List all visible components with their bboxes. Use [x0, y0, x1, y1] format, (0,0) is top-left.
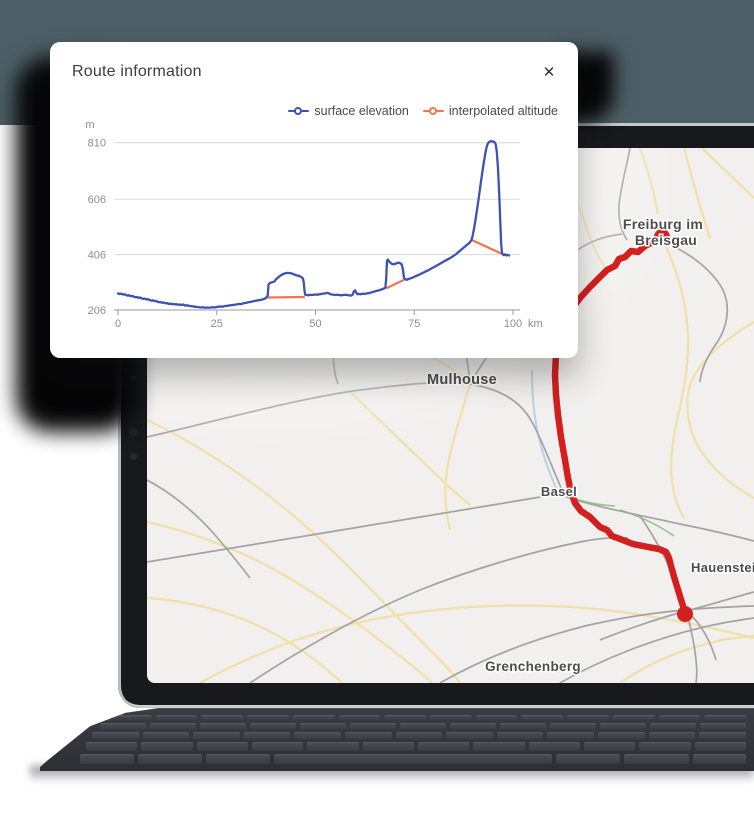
key	[141, 741, 193, 751]
close-icon[interactable]: ✕	[542, 64, 556, 81]
camera-sensor-icon	[130, 453, 137, 460]
svg-text:406: 406	[88, 250, 106, 262]
legend-label: surface elevation	[314, 104, 409, 118]
key	[547, 731, 595, 739]
keyboard-edge-highlight	[40, 707, 754, 709]
key	[100, 722, 146, 729]
key	[251, 741, 304, 751]
key	[692, 753, 747, 764]
key	[362, 741, 414, 751]
key	[450, 722, 496, 729]
key	[193, 731, 240, 739]
key	[521, 714, 564, 720]
map-label-hauenstein: Hauenstein	[691, 560, 754, 575]
key	[350, 722, 396, 729]
key	[500, 722, 546, 729]
key	[110, 714, 152, 720]
key	[338, 714, 381, 720]
key	[80, 753, 134, 764]
key	[648, 731, 696, 739]
legend-label: interpolated altitude	[448, 104, 558, 118]
legend-marker-blue	[288, 106, 310, 116]
svg-text:50: 50	[309, 318, 321, 330]
chart-legend: surface elevation interpolated altitude	[288, 104, 558, 118]
map-label-basel: Basel	[541, 484, 577, 499]
key	[155, 714, 198, 720]
key	[694, 741, 746, 751]
key	[600, 722, 646, 729]
key	[196, 741, 248, 751]
key	[200, 722, 246, 729]
legend-item-interpolated-altitude[interactable]: interpolated altitude	[422, 104, 558, 118]
key	[400, 722, 446, 729]
key	[292, 714, 335, 720]
key	[446, 731, 493, 739]
keyboard-keys	[68, 713, 748, 765]
key	[307, 741, 359, 751]
key	[247, 714, 289, 720]
key	[86, 741, 138, 751]
key	[417, 741, 470, 751]
map-label-mulhouse: Mulhouse	[427, 372, 497, 388]
key	[142, 731, 190, 739]
key	[700, 722, 746, 729]
svg-text:206: 206	[88, 305, 106, 317]
key	[639, 741, 691, 751]
key	[704, 714, 747, 720]
key	[345, 731, 392, 739]
key	[395, 731, 443, 739]
svg-text:25: 25	[211, 318, 223, 330]
key	[556, 753, 621, 764]
elevation-chart: 206 406 606 810 0 25 50 75 100 m km	[85, 119, 543, 330]
map-label-breisgau: Breisgau	[635, 232, 697, 248]
route-endpoint-marker	[677, 606, 693, 622]
key	[300, 722, 346, 729]
key	[294, 731, 342, 739]
key	[612, 714, 655, 720]
svg-text:810: 810	[88, 138, 106, 150]
key	[430, 714, 472, 720]
key	[150, 722, 196, 729]
svg-text:606: 606	[88, 194, 106, 206]
legend-marker-orange	[422, 106, 444, 116]
key	[650, 722, 696, 729]
key	[550, 722, 596, 729]
camera-lens-icon	[129, 428, 137, 436]
keyboard	[40, 707, 754, 771]
legend-item-surface-elevation[interactable]: surface elevation	[288, 104, 409, 118]
route-endpoint-marker	[654, 229, 670, 245]
route-markers	[654, 229, 693, 622]
key	[699, 731, 746, 739]
key	[567, 714, 609, 720]
key	[528, 741, 580, 751]
svg-text:0: 0	[115, 318, 121, 330]
key	[243, 731, 291, 739]
svg-text:m: m	[85, 119, 94, 131]
key	[624, 753, 689, 764]
key	[658, 714, 701, 720]
route-line	[551, 233, 689, 618]
key	[583, 741, 636, 751]
key	[598, 731, 645, 739]
key	[137, 753, 202, 764]
key	[92, 731, 139, 739]
svg-text:km: km	[528, 318, 543, 330]
route-information-card: Route information ✕ surface elevation in…	[50, 42, 578, 358]
svg-text:100: 100	[504, 318, 522, 330]
card-title: Route information	[72, 63, 202, 80]
key	[473, 741, 525, 751]
key	[384, 714, 427, 720]
key	[475, 714, 518, 720]
key	[496, 731, 544, 739]
spacebar-key	[273, 753, 553, 764]
key	[250, 722, 296, 729]
key	[205, 753, 270, 764]
key	[201, 714, 244, 720]
map-label-grenchenberg: Grenchenberg	[485, 659, 581, 674]
map-label-freiburg-im: Freiburg im	[623, 216, 703, 232]
svg-text:75: 75	[408, 318, 420, 330]
